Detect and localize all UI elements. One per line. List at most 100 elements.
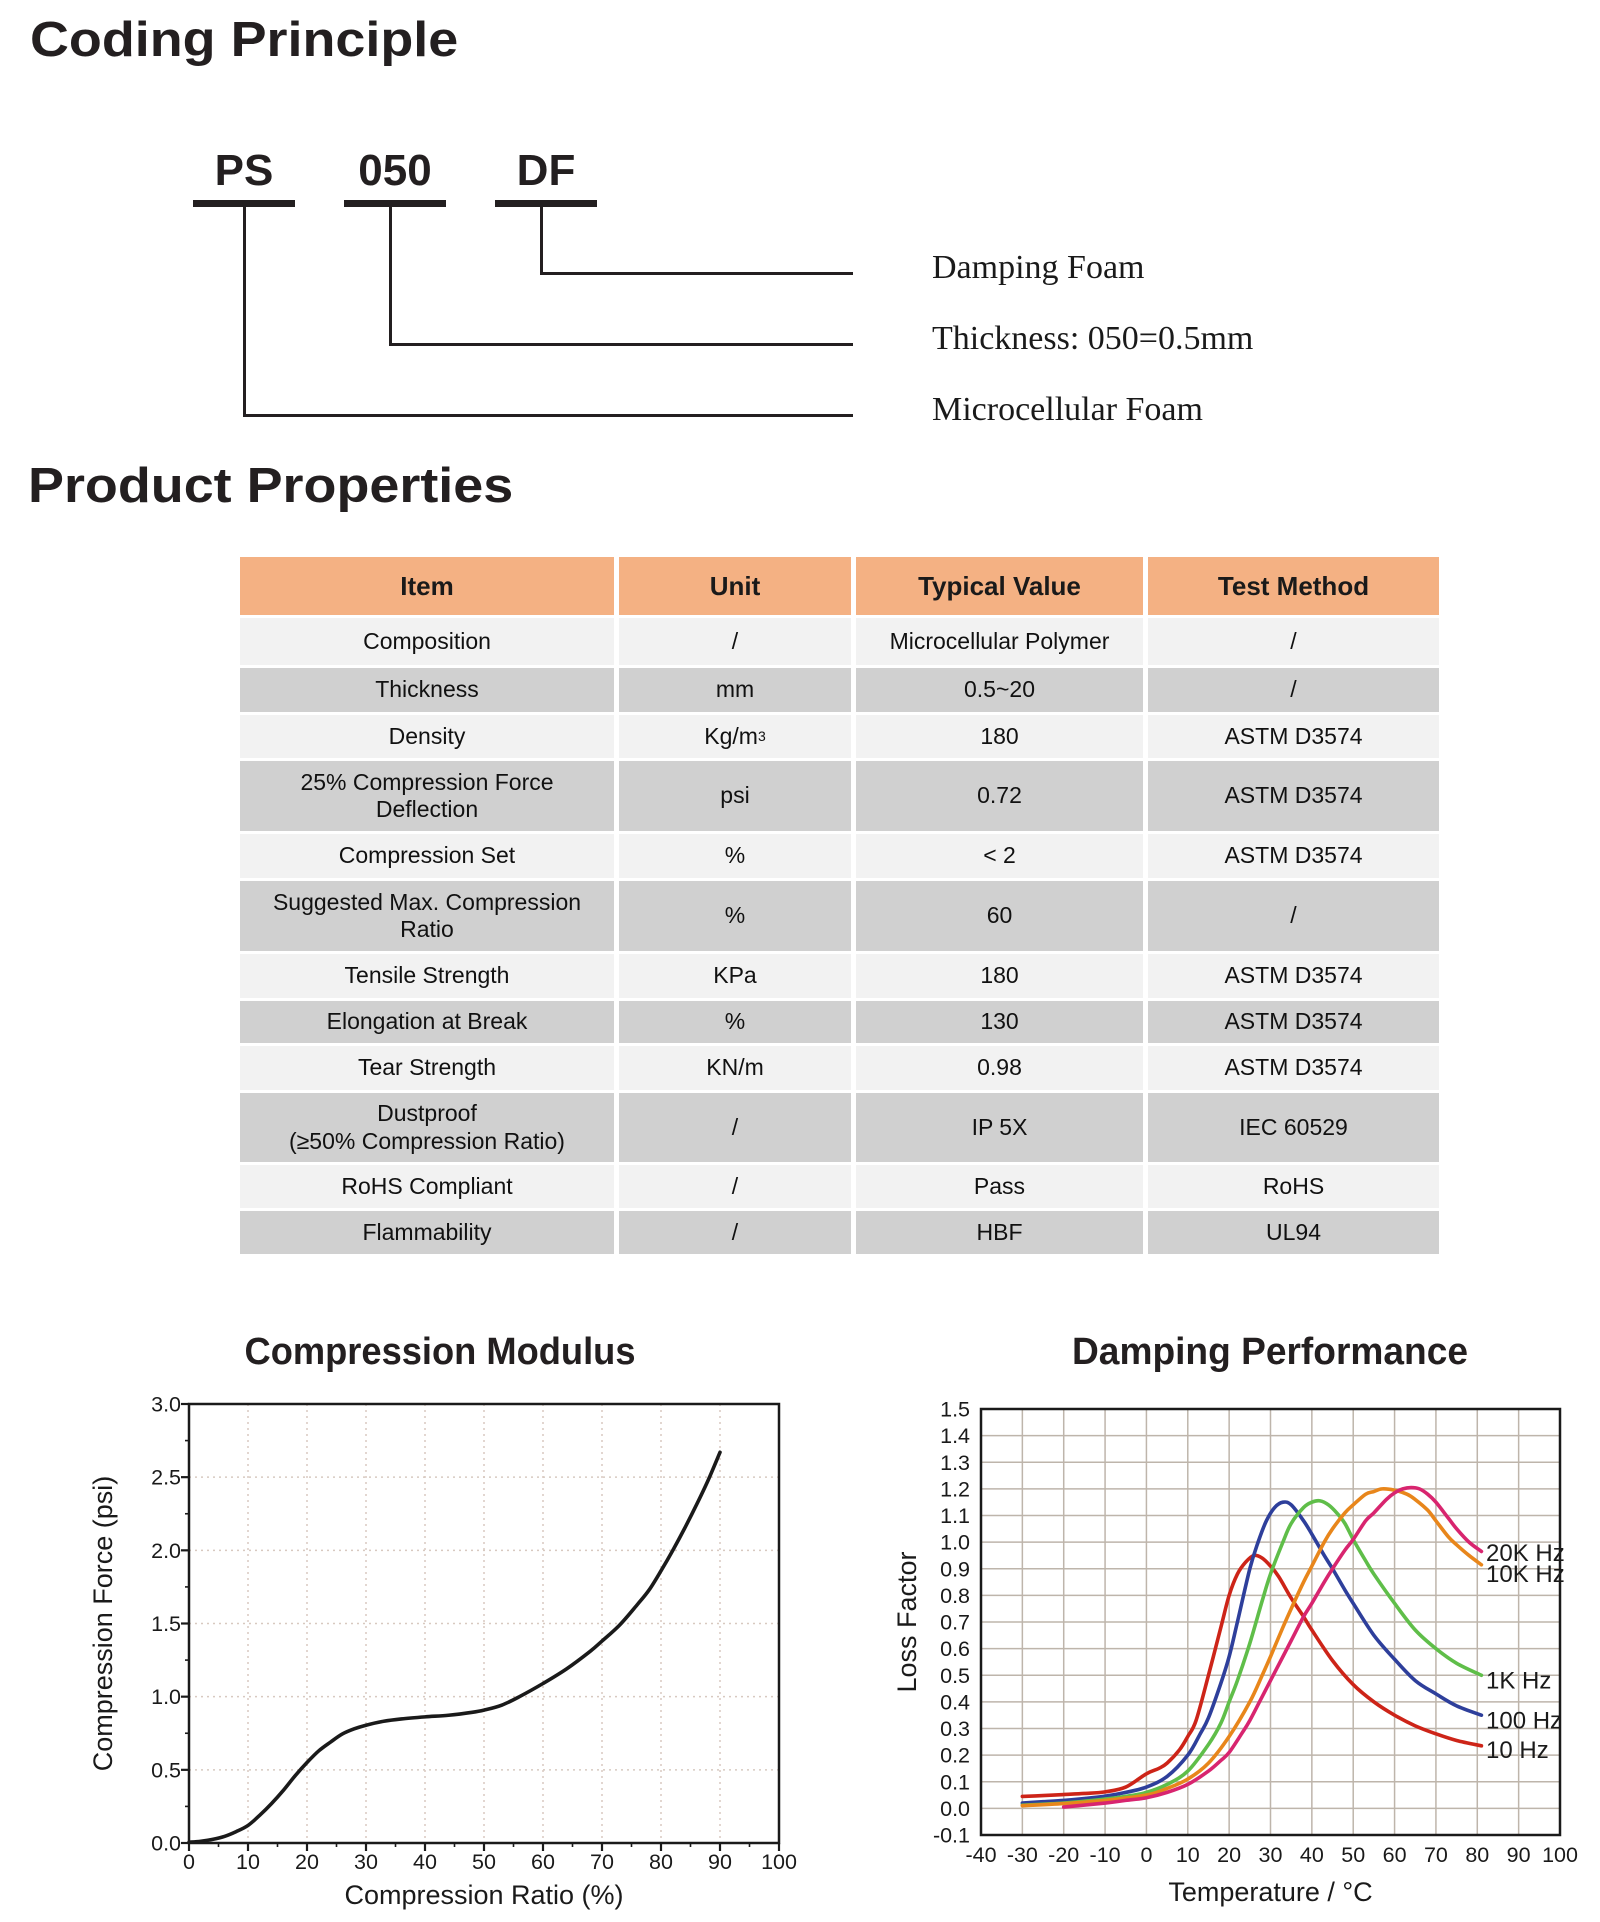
series-line-1k-hz	[1020, 1498, 1484, 1807]
code-meaning-label: Thickness: 050=0.5mm	[932, 320, 1254, 357]
coding-principle-title: Coding Principle	[30, 13, 459, 67]
y-tick-label: 0.1	[940, 1770, 970, 1794]
x-tick-label: 100	[1542, 1843, 1578, 1867]
x-tick-label: 70	[590, 1850, 614, 1874]
series-line-100-hz	[1020, 1500, 1484, 1805]
table-cell: ASTM D3574	[1148, 1046, 1439, 1090]
table-cell: 60	[856, 881, 1143, 951]
y-tick-label: 0.5	[940, 1664, 970, 1688]
code-meaning-label: Damping Foam	[932, 249, 1145, 286]
chart-title: Damping Performance	[1072, 1331, 1468, 1373]
x-tick-label: 20	[295, 1850, 319, 1874]
x-tick-label: 0	[1140, 1843, 1152, 1867]
table-cell: %	[619, 1001, 851, 1043]
y-tick-label: 0.4	[940, 1690, 970, 1714]
table-cell: Pass	[856, 1165, 1143, 1208]
y-tick-label: 1.5	[940, 1398, 970, 1422]
table-header-cell: Test Method	[1148, 557, 1439, 615]
chart-title: Compression Modulus	[245, 1331, 636, 1373]
series-label-20k-hz: 20K Hz	[1486, 1540, 1565, 1567]
table-row: Compression Set% < 2 ASTM D3574	[240, 834, 1439, 878]
table-header-cell: Typical Value	[856, 557, 1143, 615]
y-tick-label: 1.0	[940, 1531, 970, 1555]
y-tick-label: 1.5	[151, 1612, 181, 1636]
y-tick-label: 0.2	[940, 1744, 970, 1768]
x-tick-label: 80	[649, 1850, 673, 1874]
x-tick-label: 10	[1176, 1843, 1200, 1867]
x-tick-label: 60	[531, 1850, 555, 1874]
table-cell: /	[619, 618, 851, 665]
table-cell: 0.72	[856, 761, 1143, 831]
code-underline	[344, 200, 446, 207]
x-tick-label: 100	[761, 1850, 797, 1874]
code-segment-df: DF	[516, 146, 576, 195]
connector-horizontal-line	[389, 343, 853, 346]
table-cell: UL94	[1148, 1211, 1439, 1254]
product-properties-title: Product Properties	[28, 459, 514, 513]
x-tick-label: 90	[708, 1850, 732, 1874]
y-tick-label: 1.3	[940, 1451, 970, 1475]
table-cell: < 2	[856, 834, 1143, 878]
table-cell: Tensile Strength	[240, 954, 614, 998]
table-row: RoHS Compliant / Pass RoHS	[240, 1165, 1439, 1208]
y-tick-label: -0.1	[933, 1824, 970, 1848]
y-tick-label: 0.9	[940, 1557, 970, 1581]
table-cell: /	[1148, 618, 1439, 665]
y-tick-label: 1.4	[940, 1424, 970, 1448]
table-row: Thickness mm 0.5~20/	[240, 668, 1439, 712]
table-cell: 180	[856, 954, 1143, 998]
y-tick-label: 0.3	[940, 1717, 970, 1741]
x-tick-label: 60	[1383, 1843, 1407, 1867]
table-cell: HBF	[856, 1211, 1143, 1254]
plot-frame	[979, 1407, 1562, 1837]
table-row: Density Kg/m 3 180 ASTM D3574	[240, 715, 1439, 758]
table-cell: IP 5X	[856, 1093, 1143, 1162]
x-tick-label: 70	[1424, 1843, 1448, 1867]
table-cell: 0.98	[856, 1046, 1143, 1090]
y-tick-label: 1.0	[151, 1685, 181, 1709]
table-cell: ASTM D3574	[1148, 1001, 1439, 1043]
table-cell: /	[619, 1165, 851, 1208]
table-cell: 0.5~20	[856, 668, 1143, 712]
table-cell: Density	[240, 715, 614, 758]
connector-vertical-line	[540, 207, 543, 275]
y-axis-title: Loss Factor	[892, 1551, 922, 1692]
table-cell: Tear Strength	[240, 1046, 614, 1090]
series-label-10k-hz: 10K Hz	[1486, 1561, 1565, 1588]
table-cell: Kg/m 3	[619, 715, 851, 758]
code-segment-050: 050	[358, 146, 432, 195]
table-cell: Microcellular Polymer	[856, 618, 1143, 665]
table-cell: /	[619, 1093, 851, 1162]
y-tick-label: 0.7	[940, 1611, 970, 1635]
y-tick-label: 0.5	[151, 1758, 181, 1782]
table-cell: Compression Set	[240, 834, 614, 878]
x-tick-label: 30	[1259, 1843, 1283, 1867]
y-tick-label: 2.5	[151, 1466, 181, 1490]
table-cell: Flammability	[240, 1211, 614, 1254]
x-tick-label: -40	[965, 1843, 996, 1867]
x-axis-title: Compression Ratio (%)	[344, 1880, 623, 1910]
table-cell: KPa	[619, 954, 851, 998]
table-row: Tear Strength KN/m 0.98 ASTM D3574	[240, 1046, 1439, 1090]
table-cell: Thickness	[240, 668, 614, 712]
compression-modulus-chart: Compression Modulus 0 10 20 30 40 50 60 70 80 90 10…	[88, 1331, 797, 1910]
properties-table: Item Unit Typical Value Test Method Composit…	[240, 557, 1439, 1257]
table-cell: psi	[619, 761, 851, 831]
code-segment-ps: PS	[214, 146, 274, 195]
connector-vertical-line	[243, 207, 246, 417]
table-cell: ASTM D3574	[1148, 715, 1439, 758]
damping-performance-chart: Damping Performance -40 -30 -20 -10 0 10 20 30 40…	[892, 1331, 1578, 1907]
y-tick-label: 1.1	[940, 1504, 970, 1528]
y-tick-label: 0.6	[940, 1637, 970, 1661]
table-cell: mm	[619, 668, 851, 712]
table-cell: /	[1148, 668, 1439, 712]
table-cell: ASTM D3574	[1148, 834, 1439, 878]
series-label-10-hz: 10 Hz	[1486, 1737, 1549, 1764]
code-meaning-label: Microcellular Foam	[932, 391, 1203, 428]
table-row: Elongation at Break% 130 ASTM D3574	[240, 1001, 1439, 1043]
x-axis-title: Temperature / °C	[1168, 1877, 1372, 1907]
table-row: Tensile Strength KPa 180 ASTM D3574	[240, 954, 1439, 998]
table-header-row: Item Unit Typical Value Test Method	[240, 557, 1439, 615]
x-tick-label: 30	[354, 1850, 378, 1874]
table-cell: ASTM D3574	[1148, 761, 1439, 831]
